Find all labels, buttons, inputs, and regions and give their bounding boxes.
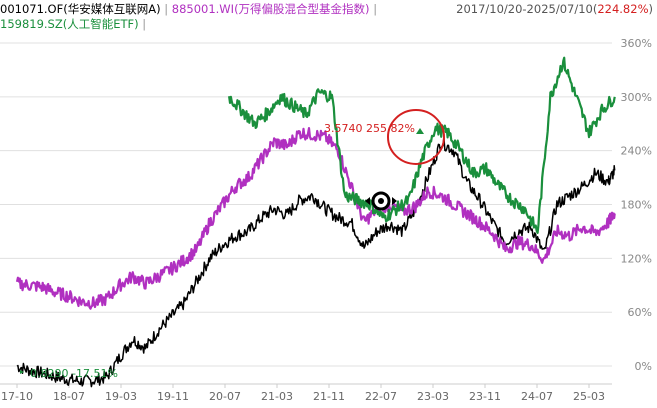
y-tick-label: 60% xyxy=(628,306,652,319)
legend-separator: | xyxy=(142,17,147,31)
x-tick-label: 25-03 xyxy=(573,390,605,403)
annotation-marks: 3.5740 255.82% 0.8290 -17.51% xyxy=(20,109,445,380)
x-axis: 17-10 18-07 19-03 19-11 20-07 21-03 21-11 22-07… xyxy=(0,383,612,403)
series-line-3 xyxy=(228,56,616,234)
series-line-2 xyxy=(15,127,616,310)
y-tick-label: 0% xyxy=(635,360,652,373)
legend-series-1[interactable]: 001071.OF(华安媒体互联网A) xyxy=(0,2,161,16)
x-tick-label: 22-07 xyxy=(365,390,397,403)
x-tick-label: 21-03 xyxy=(261,390,293,403)
legend-separator: | xyxy=(164,2,169,16)
series-line-1 xyxy=(16,136,616,388)
date-range-close: ) xyxy=(648,2,654,16)
y-tick-label: 180% xyxy=(621,199,652,212)
x-tick-label: 18-07 xyxy=(53,390,85,403)
y-axis: 360% 300% 240% 180% 120% 60% 0% xyxy=(621,37,652,373)
date-range-label: 2017/10/20-2025/07/10( xyxy=(456,2,598,16)
range-return-value: 224.82% xyxy=(597,2,649,16)
legend-series-2[interactable]: 885001.WI(万得偏股混合型基金指数) xyxy=(171,2,370,16)
x-tick-label: 21-11 xyxy=(313,390,345,403)
grid xyxy=(0,42,612,367)
y-tick-label: 360% xyxy=(621,37,652,50)
y-tick-label: 240% xyxy=(621,145,652,158)
x-tick-label: 19-11 xyxy=(157,390,189,403)
x-tick-label: 19-03 xyxy=(105,390,137,403)
crosshair-cursor-icon[interactable] xyxy=(365,191,397,211)
date-range[interactable]: 2017/10/20-2025/07/10(224.82%) xyxy=(456,2,653,16)
low-annotation: 0.8290 -17.51% xyxy=(30,367,118,380)
y-tick-label: 300% xyxy=(621,91,652,104)
x-tick-label: 20-07 xyxy=(209,390,241,403)
y-tick-label: 120% xyxy=(621,252,652,265)
series-lines xyxy=(15,56,616,388)
legend-row-2: 159819.SZ(人工智能ETF) | xyxy=(0,17,146,31)
peak-marker-icon xyxy=(416,128,424,134)
x-tick-label: 17-10 xyxy=(1,390,33,403)
x-tick-label: 24-07 xyxy=(521,390,553,403)
peak-highlight-circle xyxy=(387,109,445,165)
x-tick-label: 23-11 xyxy=(469,390,501,403)
x-tick-label: 23-03 xyxy=(417,390,449,403)
peak-annotation: 3.5740 255.82% xyxy=(324,122,415,135)
legend-series-3[interactable]: 159819.SZ(人工智能ETF) xyxy=(0,17,139,31)
legend-row-1: 001071.OF(华安媒体互联网A) | 885001.WI(万得偏股混合型基… xyxy=(0,2,377,16)
legend-separator: | xyxy=(373,2,378,16)
low-marker-icon xyxy=(20,370,24,374)
